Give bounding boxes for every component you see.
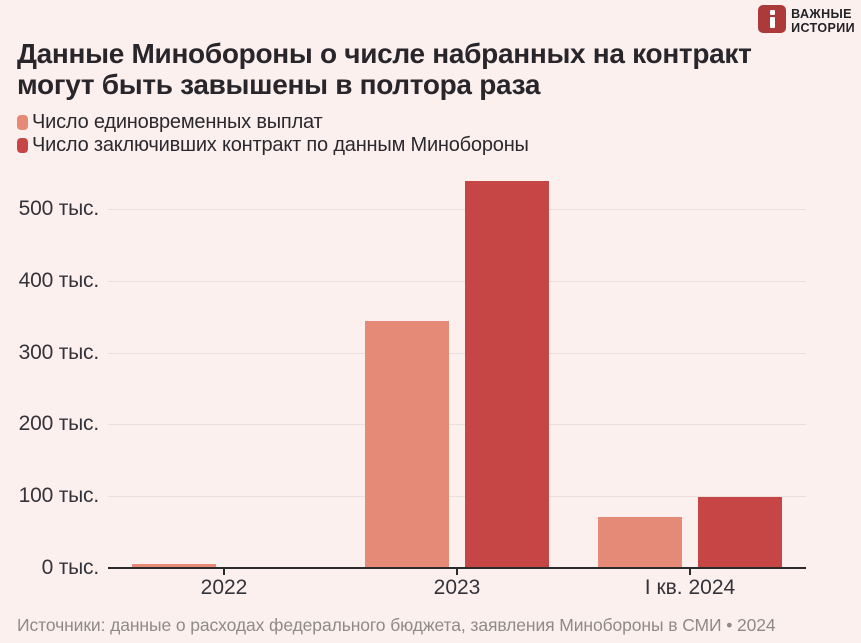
y-axis-label-0: 0 тыс. bbox=[41, 556, 100, 579]
legend-item-mod-contracts: Число заключивших контракт по данным Мин… bbox=[17, 134, 529, 157]
legend: Число единовременных выплат Число заключ… bbox=[17, 111, 529, 157]
bar-series2-2023 bbox=[465, 181, 549, 569]
istories-i-icon bbox=[758, 5, 787, 33]
legend-item-payments: Число единовременных выплат bbox=[17, 111, 529, 134]
gridline-100 bbox=[108, 496, 806, 497]
bar-series2-I кв. 2024 bbox=[698, 497, 782, 569]
chart-title-line1: Данные Минобороны о числе набранных на к… bbox=[17, 38, 752, 69]
gridline-300 bbox=[108, 353, 806, 354]
x-axis-label-I кв. 2024: I кв. 2024 bbox=[644, 576, 736, 599]
gridline-400 bbox=[108, 281, 806, 282]
gridline-200 bbox=[108, 424, 806, 425]
istories-logo: ВАЖНЫЕ ИСТОРИИ bbox=[758, 5, 855, 35]
bar-series1-I кв. 2024 bbox=[598, 517, 682, 569]
source-note: Источники: данные о расходах федеральног… bbox=[17, 615, 776, 635]
bar-series1-2022 bbox=[132, 564, 216, 569]
legend-label-payments: Число единовременных выплат bbox=[32, 111, 323, 133]
x-axis-tick-I кв. 2024 bbox=[689, 569, 691, 575]
y-axis-label-100: 100 тыс. bbox=[18, 484, 100, 507]
y-axis-label-300: 300 тыс. bbox=[18, 341, 100, 364]
legend-label-mod-contracts: Число заключивших контракт по данным Мин… bbox=[32, 134, 529, 156]
bar-series1-2023 bbox=[365, 321, 449, 569]
legend-swatch-payments bbox=[17, 115, 28, 130]
x-axis-line bbox=[108, 567, 806, 569]
legend-swatch-mod-contracts bbox=[17, 138, 28, 153]
y-axis-label-500: 500 тыс. bbox=[18, 197, 100, 220]
logo-line-2: ИСТОРИИ bbox=[791, 21, 855, 35]
logo-line-1: ВАЖНЫЕ bbox=[791, 7, 852, 21]
x-axis-tick-2022 bbox=[223, 569, 225, 575]
istories-logo-text: ВАЖНЫЕ ИСТОРИИ bbox=[791, 5, 855, 35]
y-axis-label-400: 400 тыс. bbox=[18, 269, 100, 292]
chart-title: Данные Минобороны о числе набранных на к… bbox=[17, 38, 752, 100]
x-axis-label-2022: 2022 bbox=[200, 576, 248, 599]
gridline-500 bbox=[108, 209, 806, 210]
chart-title-line2: могут быть завышены в полтора раза bbox=[17, 69, 541, 100]
x-axis-label-2023: 2023 bbox=[433, 576, 481, 599]
y-axis-label-200: 200 тыс. bbox=[18, 412, 100, 435]
x-axis-tick-2023 bbox=[456, 569, 458, 575]
